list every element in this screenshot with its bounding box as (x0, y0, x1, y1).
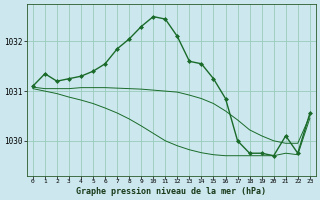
X-axis label: Graphe pression niveau de la mer (hPa): Graphe pression niveau de la mer (hPa) (76, 187, 266, 196)
